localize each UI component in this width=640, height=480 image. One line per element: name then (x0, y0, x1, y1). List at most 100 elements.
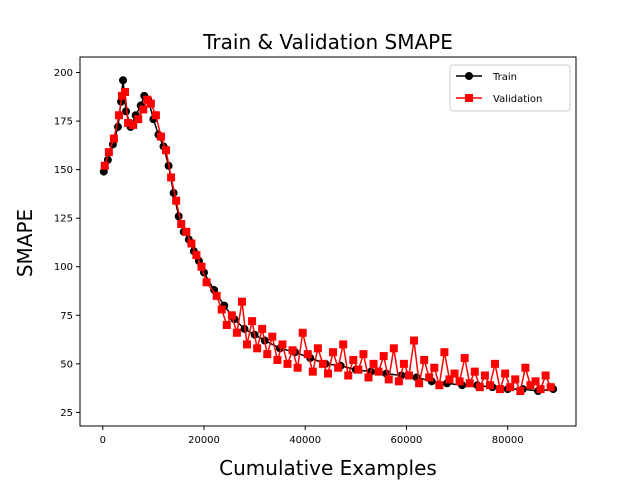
legend-train-label: Train (492, 72, 517, 83)
validation-point (541, 371, 550, 380)
validation-point (329, 348, 338, 357)
validation-point (104, 148, 113, 157)
validation-point (288, 346, 297, 355)
validation-point (156, 132, 165, 141)
validation-point (253, 344, 262, 353)
validation-point (114, 111, 123, 120)
validation-point (511, 375, 520, 384)
validation-point (146, 99, 155, 108)
train-point (122, 107, 131, 116)
validation-point (404, 371, 413, 380)
validation-point (455, 377, 464, 386)
validation-point (496, 385, 505, 394)
validation-point (313, 344, 322, 353)
validation-point (278, 340, 287, 349)
validation-point (222, 321, 231, 330)
validation-point (445, 375, 454, 384)
validation-point (460, 354, 469, 363)
x-axis: 0 20000 40000 60000 80000 (100, 426, 524, 446)
validation-point (139, 105, 148, 114)
x-tick-label: 0 (100, 435, 106, 446)
validation-point (491, 359, 500, 368)
validation-point (187, 239, 196, 248)
validation-point (212, 291, 221, 300)
series-validation (100, 87, 555, 396)
validation-point (425, 373, 434, 382)
validation-point (516, 387, 525, 396)
validation-point (273, 355, 282, 364)
validation-point (243, 340, 252, 349)
validation-point (435, 381, 444, 390)
validation-point (384, 375, 393, 384)
validation-point (364, 373, 373, 382)
validation-point (521, 363, 530, 372)
validation-point (263, 350, 272, 359)
validation-point (475, 383, 484, 392)
validation-point (394, 377, 403, 386)
validation-point (399, 359, 408, 368)
legend-validation-marker (465, 94, 473, 102)
validation-point (430, 363, 439, 372)
legend: Train Validation (449, 64, 571, 112)
validation-point (389, 344, 398, 353)
validation-point (177, 220, 186, 229)
validation-point (134, 115, 143, 124)
x-tick-label: 40000 (289, 435, 321, 446)
x-tick-label: 60000 (391, 435, 423, 446)
plot-area (79, 56, 577, 427)
y-tick-label: 100 (54, 262, 73, 273)
x-axis-label: Cumulative Examples (219, 456, 437, 480)
validation-point (334, 363, 343, 372)
validation-line (104, 90, 552, 394)
validation-point (227, 311, 236, 320)
y-tick-label: 150 (54, 165, 73, 176)
chart-title: Train & Validation SMAPE (202, 30, 453, 54)
y-tick-label: 25 (60, 408, 73, 419)
validation-point (100, 161, 109, 170)
validation-point (415, 379, 424, 388)
train-line (103, 80, 554, 392)
validation-point (465, 379, 474, 388)
validation-point (232, 328, 241, 337)
validation-point (258, 324, 267, 333)
validation-point (359, 350, 368, 359)
validation-point (293, 363, 302, 372)
y-tick-label: 175 (54, 117, 73, 128)
plot-frame (79, 56, 577, 427)
validation-point (410, 336, 419, 345)
validation-point (536, 385, 545, 394)
validation-point (129, 120, 138, 129)
validation-point (379, 352, 388, 361)
validation-point (480, 371, 489, 380)
validation-point (167, 173, 176, 182)
train-point (119, 76, 128, 85)
y-axis-label: SMAPE (13, 209, 37, 277)
validation-point (349, 355, 358, 364)
series-train (99, 76, 558, 396)
validation-point (339, 340, 348, 349)
validation-point (303, 350, 312, 359)
validation-point (354, 365, 363, 374)
validation-point (546, 383, 555, 392)
validation-point (324, 369, 332, 378)
validation-point (308, 367, 317, 376)
validation-point (526, 381, 535, 390)
validation-point (450, 369, 459, 378)
y-tick-label: 125 (54, 214, 73, 225)
validation-point (121, 87, 130, 96)
validation-point (192, 251, 201, 260)
validation-point (182, 227, 191, 236)
validation-point (344, 371, 353, 380)
y-tick-label: 75 (60, 311, 73, 322)
validation-point (268, 332, 277, 341)
x-tick-label: 20000 (188, 435, 220, 446)
validation-point (369, 359, 378, 368)
validation-point (531, 377, 540, 386)
validation-point (217, 305, 226, 314)
validation-point (151, 111, 160, 120)
legend-train-marker (465, 72, 473, 80)
validation-point (440, 348, 449, 357)
validation-point (506, 383, 515, 392)
x-tick-label: 80000 (492, 435, 524, 446)
